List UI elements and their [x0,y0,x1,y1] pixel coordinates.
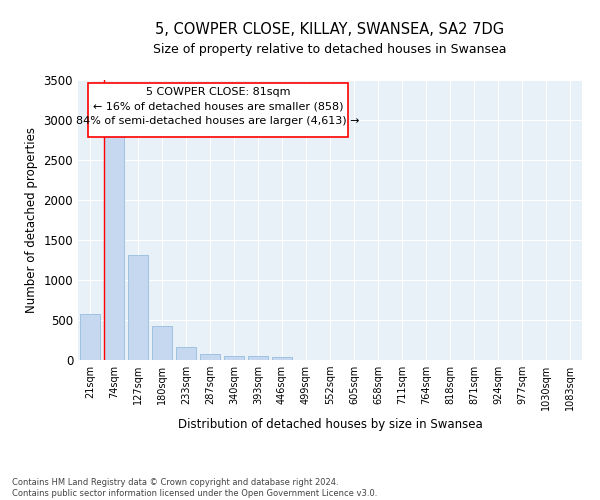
Y-axis label: Number of detached properties: Number of detached properties [25,127,38,313]
Bar [224,356,244,360]
Bar [200,354,220,360]
Bar [104,126,124,360]
Bar [80,314,100,360]
Text: 5 COWPER CLOSE: 81sqm
← 16% of detached houses are smaller (858)
84% of semi-det: 5 COWPER CLOSE: 81sqm ← 16% of detached … [76,87,359,126]
Bar [152,326,172,360]
Bar [176,347,196,360]
Bar [272,357,292,360]
FancyBboxPatch shape [88,83,347,138]
X-axis label: Distribution of detached houses by size in Swansea: Distribution of detached houses by size … [178,418,482,432]
Bar [128,255,148,360]
Bar [248,356,268,360]
Text: 5, COWPER CLOSE, KILLAY, SWANSEA, SA2 7DG: 5, COWPER CLOSE, KILLAY, SWANSEA, SA2 7D… [155,22,505,38]
Text: Size of property relative to detached houses in Swansea: Size of property relative to detached ho… [153,42,507,56]
Text: Contains HM Land Registry data © Crown copyright and database right 2024.
Contai: Contains HM Land Registry data © Crown c… [12,478,377,498]
